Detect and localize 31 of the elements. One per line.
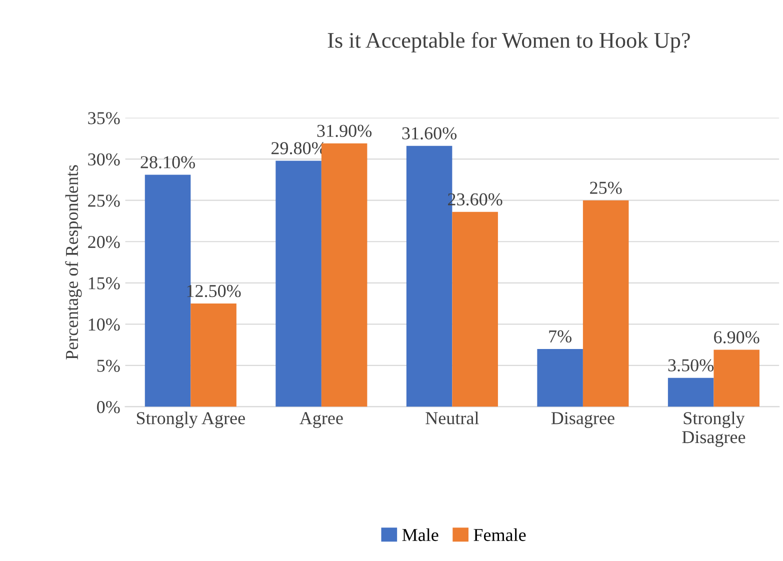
bar: [668, 378, 714, 407]
data-label: 3.50%: [668, 359, 714, 372]
bar: [276, 160, 322, 407]
data-label: 6.90%: [714, 331, 760, 344]
y-tick-label: 5%: [97, 360, 120, 372]
data-label: 31.60%: [402, 127, 457, 140]
bar: [714, 350, 760, 407]
bar: [452, 212, 498, 407]
bar: [582, 200, 629, 407]
bar: [537, 348, 583, 407]
x-tick-label: Strongly Disagree: [682, 412, 746, 447]
y-tick-label: 0%: [97, 400, 120, 414]
y-axis-title: Percentage of Respondents: [65, 165, 82, 360]
data-label: 25%: [590, 182, 622, 194]
x-tick-label: Disagree: [551, 412, 614, 428]
legend-label: Male: [402, 528, 438, 542]
chart-title: Is it Acceptable for Women to Hook Up?: [328, 32, 690, 52]
y-tick-label: 15%: [88, 277, 120, 290]
y-tick-label: 25%: [88, 194, 120, 207]
x-tick-label: Agree: [300, 412, 343, 428]
data-label: 28.10%: [140, 156, 195, 168]
y-tick-label: 30%: [88, 153, 120, 166]
y-tick-label: 35%: [88, 112, 120, 124]
data-label: 7%: [549, 330, 572, 343]
y-tick-label: 20%: [88, 236, 120, 248]
data-label: 31.90%: [317, 124, 372, 138]
y-tick-label: 10%: [88, 318, 120, 331]
x-tick-label: Strongly Agree: [136, 412, 245, 428]
bar: [190, 304, 236, 407]
x-tick-label: Neutral: [426, 412, 479, 424]
legend-label: Female: [474, 528, 526, 542]
